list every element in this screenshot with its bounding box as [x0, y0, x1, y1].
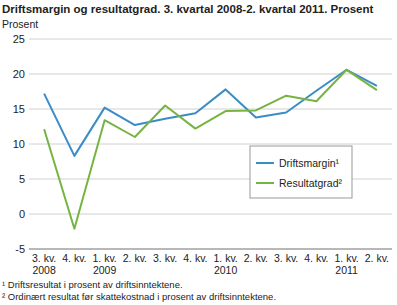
plot-area: [44, 70, 377, 229]
legend: Driftsmargin¹ Resultatgrad²: [250, 146, 352, 198]
x-tick-label-part: 3. kv.: [32, 252, 56, 264]
x-tick-label-part: 2009: [93, 264, 117, 276]
grid-line: [29, 214, 392, 215]
legend-swatch: [256, 162, 274, 164]
x-tick-label: 1. kv.2011: [334, 252, 358, 276]
x-tick-label: 1. kv.2009: [92, 252, 116, 276]
series-line: [44, 70, 377, 156]
x-tick-label-part: 2. kv.: [244, 252, 268, 264]
y-tick-label: 25: [13, 33, 25, 45]
x-tick-label: 4. kv.: [183, 252, 207, 264]
legend-box: [250, 146, 352, 198]
y-tick-label: -5: [15, 243, 25, 255]
footnote: ¹ Driftsresultat i prosent av driftsinnt…: [2, 279, 183, 290]
y-tick-label: 20: [13, 68, 25, 80]
x-axis: [29, 249, 392, 250]
y-tick-label: 5: [19, 173, 25, 185]
title: Driftsmargin og resultatgrad. 3. kvartal…: [2, 3, 374, 15]
grid-line: [29, 249, 392, 250]
grid-line: [29, 144, 392, 145]
grid-line: [29, 109, 392, 110]
y-tick-label: 15: [13, 103, 25, 115]
y-tick-label: 10: [13, 138, 25, 150]
x-tick-label: 2. kv.: [365, 252, 389, 264]
y-tick-label: 0: [19, 208, 25, 220]
x-tick-label: 4. kv.: [304, 252, 328, 264]
y-axis-label: Prosent: [2, 18, 38, 30]
x-tick-label: 2. kv.: [123, 252, 147, 264]
grid-line: [29, 39, 392, 40]
x-tick-label-part: 2. kv.: [365, 252, 389, 264]
x-tick-label-part: 2011: [335, 264, 358, 276]
x-tick-label: 3. kv.2008: [32, 252, 56, 276]
x-tick-label-part: 4. kv.: [183, 252, 207, 264]
x-tick-label: 1. kv.2010: [213, 252, 237, 276]
x-tick-label-part: 1. kv.: [213, 252, 237, 264]
legend-label: Resultatgrad²: [279, 177, 343, 189]
chart: Driftsmargin og resultatgrad. 3. kvartal…: [0, 0, 397, 305]
legend-label: Driftsmargin¹: [279, 157, 340, 169]
x-tick-label-part: 1. kv.: [92, 252, 116, 264]
x-tick-label-part: 3. kv.: [153, 252, 177, 264]
x-tick-label-part: 4. kv.: [304, 252, 328, 264]
x-tick-label: 4. kv.: [62, 252, 86, 264]
series-line: [44, 70, 377, 229]
footnote: ² Ordinært resultat før skattekostnad i …: [2, 291, 276, 302]
x-tick-label: 3. kv.: [274, 252, 298, 264]
x-tick-label-part: 1. kv.: [334, 252, 358, 264]
x-tick-label-part: 4. kv.: [62, 252, 86, 264]
x-tick-label-part: 2010: [214, 264, 238, 276]
legend-swatch: [256, 182, 274, 184]
x-tick-label-part: 2. kv.: [123, 252, 147, 264]
x-tick-label-part: 3. kv.: [274, 252, 298, 264]
x-tick-label: 2. kv.: [244, 252, 268, 264]
x-tick-label: 3. kv.: [153, 252, 177, 264]
x-tick-label-part: 2008: [32, 264, 56, 276]
grid-line: [29, 74, 392, 75]
